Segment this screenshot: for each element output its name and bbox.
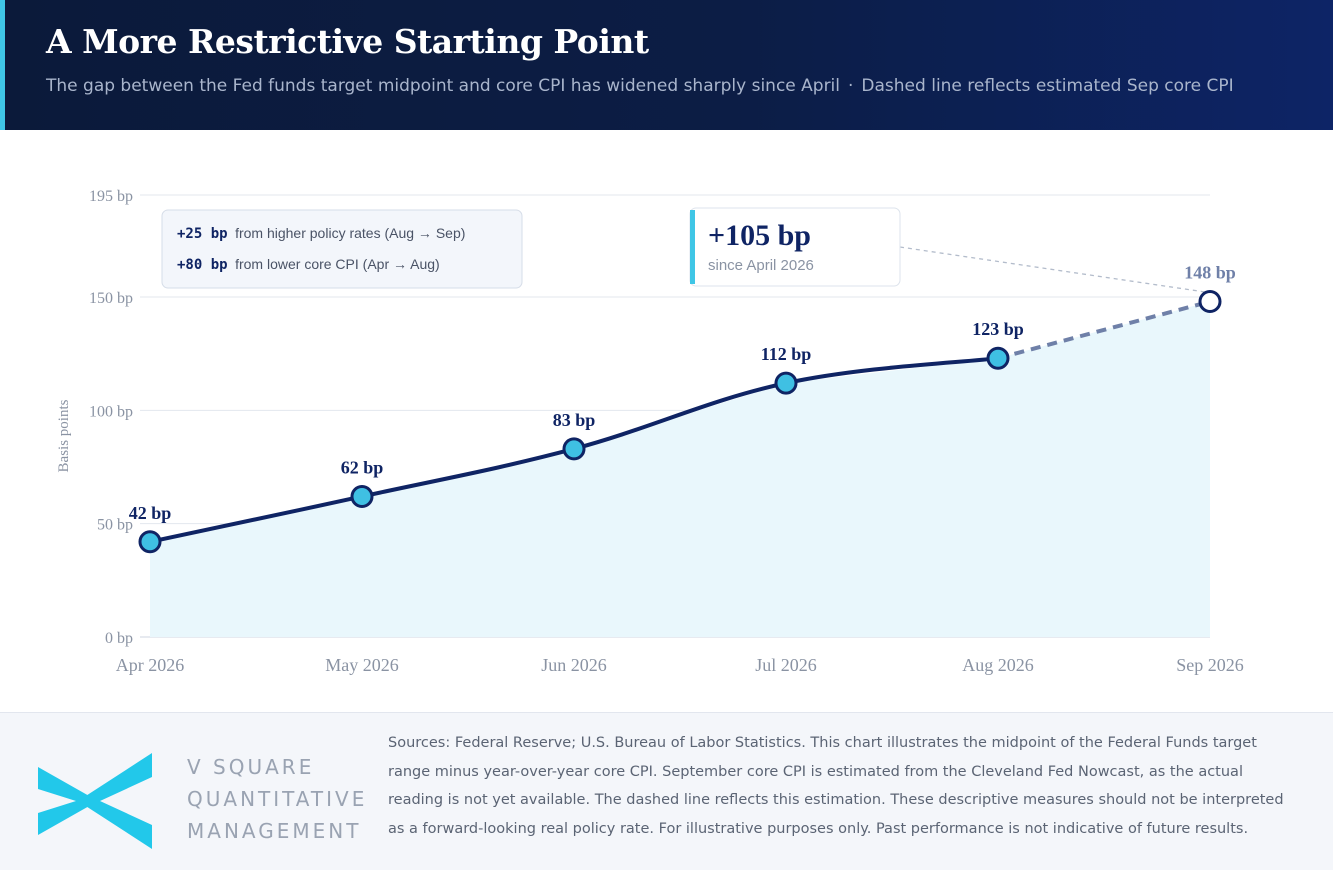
x-tick-label: Sep 2026	[1176, 655, 1244, 675]
brand-wordmark: V SQUARE QUANTITATIVE MANAGEMENT	[187, 751, 367, 847]
chart-footer: V SQUARE QUANTITATIVE MANAGEMENT Sources…	[0, 712, 1333, 870]
subtitle-note: Dashed line reflects estimated Sep core …	[861, 76, 1234, 96]
data-point	[350, 484, 374, 508]
chart-area: +25 bp from higher policy rates (Aug → S…	[0, 130, 1333, 712]
subtitle-main: The gap between the Fed funds target mid…	[46, 76, 841, 96]
breakdown-value-policy: +25 bp	[177, 226, 228, 242]
estimated-point	[1198, 290, 1222, 314]
data-point	[138, 530, 162, 554]
data-label: 112 bp	[761, 344, 812, 364]
x-tick-label: May 2026	[325, 655, 399, 675]
y-tick-label: 150 bp	[89, 290, 133, 307]
data-label: 83 bp	[553, 410, 596, 430]
chart-header: A More Restrictive Starting Point The ga…	[0, 0, 1333, 130]
breakdown-text-cpi: from lower core CPI (Apr → Aug)	[235, 256, 440, 272]
total-change-callout: +105 bp since April 2026	[689, 207, 901, 287]
x-tick-label: Jul 2026	[755, 655, 817, 675]
brand-line-2: QUANTITATIVE	[187, 787, 368, 811]
breakdown-text-policy: from higher policy rates (Aug → Sep)	[235, 225, 465, 241]
data-point	[562, 437, 586, 461]
svg-text:+25 bp from higher: +25 bp from higher policy rates (Aug → S…	[177, 225, 465, 242]
chart-title: A More Restrictive Starting Point	[46, 22, 649, 61]
x-tick-label: Aug 2026	[962, 655, 1034, 675]
x-tick-label: Jun 2026	[541, 655, 607, 675]
breakdown-callout: +25 bp from higher policy rates (Aug → S…	[161, 209, 523, 289]
vsquare-logo-icon	[38, 753, 152, 849]
area-fill	[150, 301, 1210, 637]
data-point	[774, 371, 798, 395]
data-point	[986, 346, 1010, 370]
svg-text:+80 bp from lower c: +80 bp from lower core CPI (Apr → Aug)	[177, 256, 440, 273]
data-label: 42 bp	[129, 503, 172, 523]
data-label: 148 bp	[1184, 263, 1236, 283]
data-label: 62 bp	[341, 457, 384, 477]
total-change-value: +105 bp	[708, 219, 811, 252]
header-accent-bar	[0, 0, 5, 130]
source-notes: Sources: Federal Reserve; U.S. Bureau of…	[388, 735, 1284, 837]
x-tick-label: Apr 2026	[116, 655, 185, 675]
y-tick-label: 195 bp	[89, 188, 133, 205]
brand-line-1: V SQUARE	[187, 755, 315, 779]
brand-line-3: MANAGEMENT	[187, 819, 362, 843]
line-chart: +25 bp from higher policy rates (Aug → S…	[56, 188, 1244, 675]
total-change-caption: since April 2026	[708, 257, 814, 274]
estimate-line	[997, 299, 1211, 361]
subtitle-separator: ·	[848, 76, 854, 96]
y-axis-title: Basis points	[56, 399, 72, 472]
y-tick-label: 0 bp	[105, 630, 133, 647]
chart-subtitle: The gap between the Fed funds target mid…	[46, 76, 1234, 96]
y-tick-label: 100 bp	[89, 403, 133, 420]
data-label: 123 bp	[972, 319, 1024, 339]
y-tick-label: 50 bp	[97, 517, 133, 534]
breakdown-value-cpi: +80 bp	[177, 257, 228, 273]
total-callout-leader	[899, 246, 1206, 293]
